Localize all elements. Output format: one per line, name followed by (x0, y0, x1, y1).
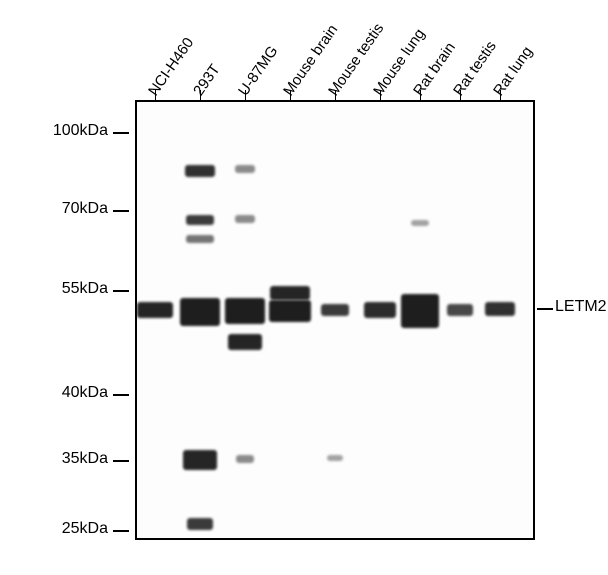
blot-band (225, 298, 265, 324)
mw-marker-label: 35kDa (18, 450, 108, 468)
western-blot-figure: NCI-H460293TU-87MGMouse brainMouse testi… (0, 0, 608, 575)
blot-band (228, 334, 262, 350)
mw-marker-tick (113, 132, 129, 134)
blot-band (186, 235, 214, 243)
blot-band (180, 298, 220, 326)
lane-label: 293T (190, 61, 224, 99)
blot-band (186, 215, 214, 225)
blot-band (185, 165, 215, 177)
mw-marker-tick (113, 290, 129, 292)
blot-band (485, 302, 515, 316)
mw-marker-tick (113, 210, 129, 212)
blot-band (321, 304, 349, 316)
target-protein-label: LETM2 (555, 298, 607, 316)
blot-band (236, 455, 254, 463)
lane-tick (200, 90, 201, 100)
blot-band (235, 165, 255, 173)
lane-label: U-87MG (235, 43, 281, 99)
lane-tick (500, 90, 501, 100)
mw-marker-tick (113, 530, 129, 532)
blot-band (327, 455, 343, 461)
mw-marker-label: 100kDa (18, 122, 108, 140)
lane-tick (460, 90, 461, 100)
blot-band (235, 215, 255, 223)
blot-band (447, 304, 473, 316)
blot-band (411, 220, 429, 226)
blot-band (270, 286, 310, 300)
lane-tick (420, 90, 421, 100)
lane-tick (155, 90, 156, 100)
lane-tick (290, 90, 291, 100)
blot-band (364, 302, 396, 318)
lane-tick (245, 90, 246, 100)
lane-tick (380, 90, 381, 100)
mw-marker-label: 40kDa (18, 384, 108, 402)
mw-marker-label: 25kDa (18, 520, 108, 538)
mw-marker-tick (113, 394, 129, 396)
mw-marker-label: 70kDa (18, 200, 108, 218)
blot-band (183, 450, 217, 470)
lane-tick (335, 90, 336, 100)
blot-band (401, 294, 439, 328)
blot-band (137, 302, 173, 318)
target-tick (537, 308, 553, 310)
mw-marker-label: 55kDa (18, 280, 108, 298)
blot-band (269, 300, 311, 322)
mw-marker-tick (113, 460, 129, 462)
blot-band (187, 518, 213, 530)
